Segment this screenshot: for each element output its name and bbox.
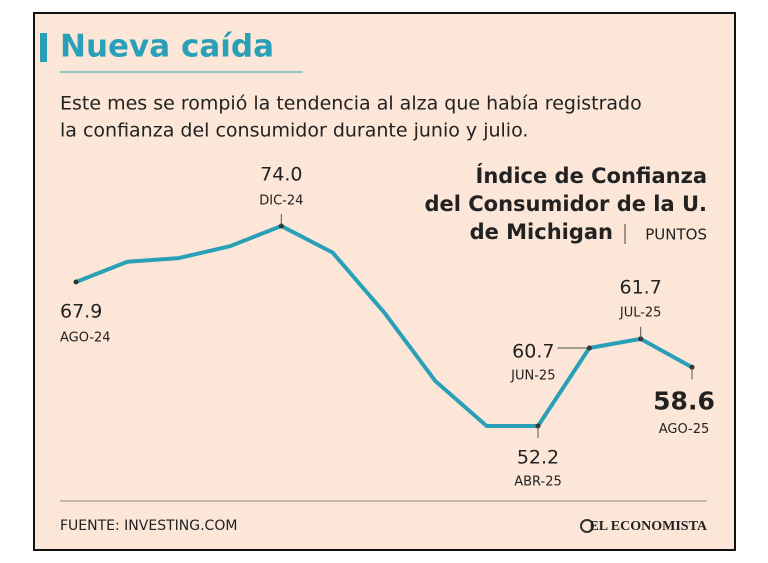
x-tick-label: JUN-25 — [510, 369, 555, 384]
subtitle: la confianza del consumidor durante juni… — [60, 120, 528, 142]
source: FUENTE: INVESTING.COM — [60, 518, 237, 534]
value-label: 74.0 — [260, 164, 302, 186]
chart-heading: Índice de Confianza — [476, 163, 707, 188]
point — [73, 279, 79, 285]
value-label: 52.2 — [517, 447, 559, 469]
x-tick-label: AGO-24 — [60, 330, 111, 345]
value-label: 67.9 — [60, 300, 102, 322]
x-tick-label: ABR-25 — [514, 475, 562, 490]
x-tick-label: JUL-25 — [619, 305, 662, 320]
logo-icon — [580, 519, 594, 533]
panel — [33, 12, 736, 551]
unit-label: PUNTOS — [645, 226, 707, 244]
title-bar — [40, 33, 47, 62]
subtitle: Este mes se rompió la tendencia al alza … — [60, 93, 642, 115]
logo: EL ECONOMISTA — [589, 519, 707, 534]
chart-heading: de Michigan — [470, 220, 613, 244]
value-label: 60.7 — [512, 341, 554, 363]
chart-title: Nueva caída — [60, 29, 274, 65]
value-label: 61.7 — [620, 276, 662, 298]
chart-heading: del Consumidor de la U. — [424, 192, 707, 216]
value-label-current: 58.6 — [653, 386, 715, 415]
x-tick-label: AGO-25 — [659, 422, 710, 437]
x-tick-label: DIC-24 — [259, 194, 303, 209]
